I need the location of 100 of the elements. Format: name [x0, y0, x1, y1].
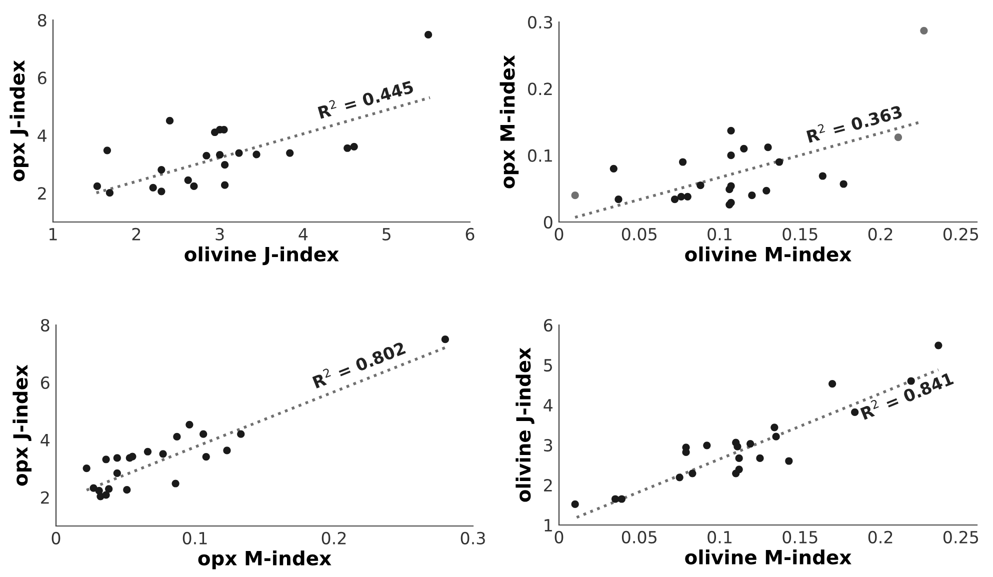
y-tick-label: 1	[544, 519, 552, 532]
point	[746, 440, 754, 448]
point	[677, 192, 685, 200]
point	[223, 446, 231, 454]
point	[102, 456, 110, 464]
point	[424, 30, 432, 39]
y-tick-label: 4	[38, 130, 47, 142]
x-tick-label: 0.15	[782, 530, 818, 544]
point	[775, 158, 784, 166]
y-tick-label: 0.3	[528, 16, 552, 29]
x-tick-label: 0.1	[708, 530, 732, 544]
point	[82, 464, 90, 472]
x-tick-label: 0.1	[708, 228, 732, 240]
y-tick-label: 2	[41, 491, 49, 504]
point	[237, 430, 245, 438]
point	[684, 192, 692, 200]
point	[159, 450, 167, 458]
point	[772, 432, 780, 440]
x-axis-title: opx M-index	[198, 550, 332, 570]
x-tick-label: 0.2	[322, 532, 346, 544]
y-tick-label: 8	[38, 14, 46, 27]
point	[894, 134, 902, 142]
y-tick-label: 0	[544, 216, 552, 229]
x-tick-label: 5	[382, 228, 390, 240]
point	[688, 470, 696, 478]
point	[851, 408, 859, 416]
point	[235, 149, 243, 157]
y-axis-title: opx J-index	[12, 364, 32, 486]
point	[221, 181, 229, 189]
x-tick-label: 6	[466, 228, 474, 240]
y-tick-label: 6	[41, 376, 50, 389]
y-tick-label: 6	[544, 318, 552, 332]
y-tick-label: 4	[40, 434, 50, 446]
point	[128, 452, 136, 460]
point	[216, 150, 224, 159]
point	[770, 424, 778, 432]
annotation: R$^{2}$ = 0.363	[806, 102, 903, 143]
point	[144, 448, 152, 456]
y-tick-label: 8	[40, 318, 50, 332]
point	[614, 196, 622, 204]
point	[735, 466, 743, 474]
x-tick-label: 0	[554, 228, 564, 240]
y-tick-label: 6	[38, 72, 46, 84]
x-tick-label: 0.25	[943, 530, 978, 544]
x-tick-label: 0.3	[460, 532, 485, 544]
point	[103, 146, 112, 154]
y-tick-label: 0.1	[528, 149, 552, 162]
point	[286, 149, 294, 157]
point	[202, 152, 210, 160]
y-axis-title: olivine J-index	[516, 348, 534, 502]
point	[678, 158, 687, 166]
point	[748, 192, 756, 200]
point	[186, 420, 194, 428]
point	[93, 182, 102, 190]
point	[441, 336, 450, 344]
y-tick-label: 2	[38, 187, 46, 200]
x-tick-label: 0.15	[782, 228, 818, 240]
point	[123, 486, 131, 494]
annotation: R$^{2}$ = 0.445	[316, 78, 414, 120]
point	[920, 26, 928, 34]
x-tick-label: 0.2	[868, 228, 892, 240]
y-tick-label: 5	[544, 359, 552, 372]
point	[113, 454, 121, 462]
point	[735, 454, 743, 462]
point	[113, 469, 121, 477]
point	[934, 342, 942, 350]
point	[102, 491, 110, 499]
x-tick-label: 4	[298, 228, 308, 240]
point	[106, 189, 114, 197]
point	[149, 184, 157, 192]
annotation: R$^{2}$ = 0.802	[311, 339, 406, 389]
point	[670, 196, 679, 204]
point	[571, 192, 579, 200]
annotation: R$^{2}$ = 0.841	[859, 370, 954, 420]
point	[184, 176, 192, 184]
point	[696, 182, 704, 190]
y-tick-label: 2	[544, 478, 552, 492]
point	[202, 452, 210, 461]
point	[785, 457, 793, 465]
point	[190, 182, 198, 190]
point	[703, 442, 711, 450]
point	[727, 152, 735, 160]
x-tick-label: 0.1	[182, 532, 207, 544]
point	[173, 432, 181, 440]
point	[611, 495, 620, 503]
point	[158, 166, 166, 174]
point	[350, 142, 358, 150]
point	[221, 161, 229, 169]
x-tick-label: 0	[554, 530, 564, 544]
point	[734, 442, 742, 450]
y-tick-label: 4	[544, 399, 553, 412]
y-axis-title: opx M-index	[500, 55, 519, 188]
point	[571, 500, 579, 508]
point	[105, 485, 113, 493]
point	[828, 380, 836, 388]
point	[166, 116, 174, 125]
x-tick-label: 0.25	[943, 228, 978, 240]
point	[172, 480, 180, 488]
x-axis-title: olivine M-index	[685, 549, 852, 565]
point	[727, 182, 735, 190]
